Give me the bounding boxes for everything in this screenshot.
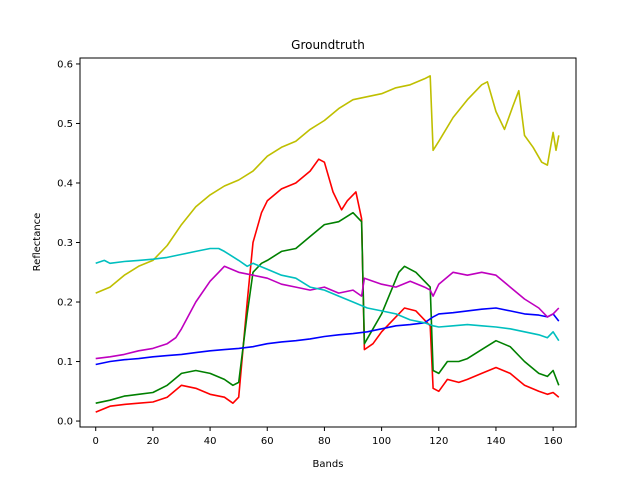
y-tick-label: 0.3 — [57, 238, 73, 249]
x-tick-label: 60 — [261, 436, 274, 447]
series-line-6 — [95, 247, 560, 342]
x-tick-label: 80 — [318, 436, 331, 447]
series-line-1 — [95, 75, 560, 294]
x-tick-label: 0 — [93, 436, 99, 447]
y-tick-label: 0.2 — [57, 298, 73, 309]
x-tick-label: 140 — [486, 436, 505, 447]
chart-title: Groundtruth — [291, 38, 365, 52]
x-tick-label: 40 — [204, 436, 217, 447]
series-line-3 — [95, 211, 560, 404]
x-tick-label: 120 — [429, 436, 448, 447]
y-tick-label: 0.0 — [57, 417, 73, 428]
x-axis-label: Bands — [313, 459, 344, 470]
plot-area — [95, 75, 560, 413]
series-line-2 — [95, 158, 560, 413]
y-axis: 0.0 0.1 0.2 0.3 0.4 0.5 0.6 — [57, 59, 80, 428]
x-tick-label: 20 — [147, 436, 160, 447]
series-line-5 — [95, 265, 560, 360]
x-tick-label: 160 — [544, 436, 563, 447]
y-axis-label: Reflectance — [32, 213, 43, 272]
series-line-4 — [95, 307, 560, 366]
y-tick-label: 0.6 — [57, 59, 73, 70]
x-tick-label: 100 — [372, 436, 391, 447]
y-tick-label: 0.4 — [57, 178, 73, 189]
x-axis: 0 20 40 60 80 100 120 140 160 — [93, 427, 563, 447]
y-tick-label: 0.1 — [57, 357, 73, 368]
y-tick-label: 0.5 — [57, 119, 73, 130]
